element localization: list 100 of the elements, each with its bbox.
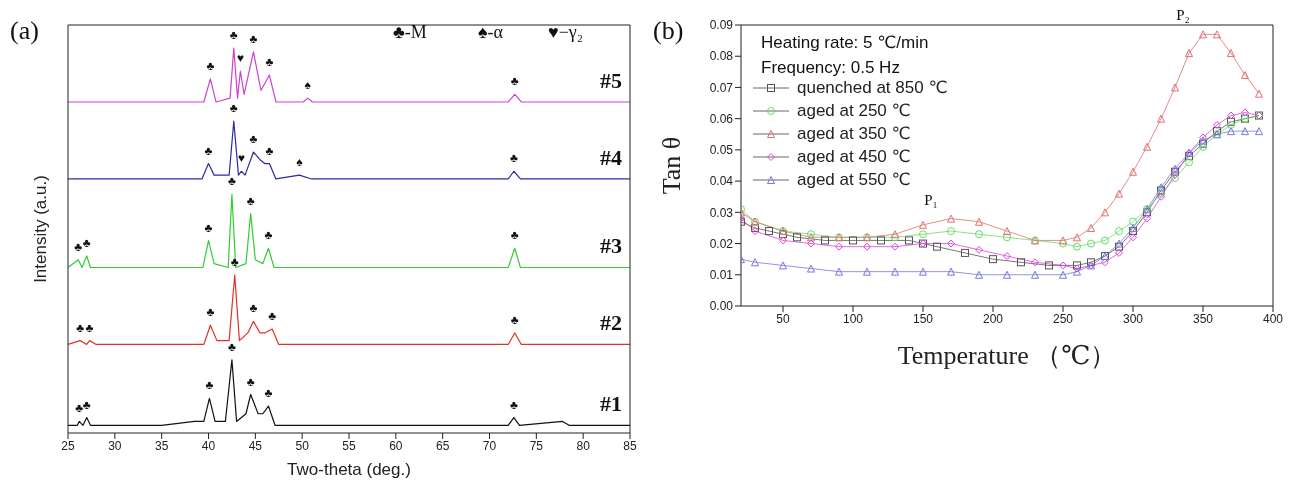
x-tick-label: 80 xyxy=(576,438,591,453)
point xyxy=(1045,261,1053,270)
y-tick-label: 0.06 xyxy=(709,111,734,126)
legend-label: aged at 350 ℃ xyxy=(797,123,911,144)
y-axis-title: Intensity (a.u.) xyxy=(31,175,51,283)
x-tick-label: 350 xyxy=(1192,311,1214,326)
annotation: ♣ xyxy=(227,339,236,354)
point xyxy=(947,214,955,223)
point xyxy=(1073,233,1081,242)
x-tick-label: 300 xyxy=(1122,311,1144,326)
point xyxy=(947,267,955,276)
point xyxy=(1003,270,1011,279)
x-axis-title: Temperature （℃） xyxy=(897,341,1117,370)
annotation: ♣ xyxy=(264,228,273,243)
point xyxy=(863,242,871,251)
text: (b) xyxy=(653,16,684,46)
x-tick-label: 65 xyxy=(435,438,450,453)
point xyxy=(1129,167,1137,176)
x-tick-label: 70 xyxy=(482,438,497,453)
point xyxy=(1017,258,1025,267)
point xyxy=(863,267,871,276)
point xyxy=(1227,111,1235,120)
text: ♣-M xyxy=(393,22,427,43)
annotation: ♣ xyxy=(204,220,213,235)
annotation: ♣ xyxy=(264,386,273,401)
point xyxy=(1129,233,1137,242)
point xyxy=(919,267,927,276)
annotation: ♣ xyxy=(204,143,213,158)
x-tick-label: 25 xyxy=(61,438,75,453)
annotation: ♥ xyxy=(236,51,244,66)
annotation: ♣ xyxy=(246,193,255,208)
point xyxy=(779,261,787,270)
point xyxy=(1171,83,1179,92)
annotation: ♣ xyxy=(206,305,215,320)
y-tick-label: 0.03 xyxy=(709,205,734,220)
point xyxy=(1031,258,1039,267)
x-tick-label: 60 xyxy=(389,438,403,453)
point xyxy=(1227,127,1235,136)
point xyxy=(919,220,927,229)
x-tick-label: 150 xyxy=(912,311,934,326)
annotation: ♣ xyxy=(268,309,277,324)
point xyxy=(905,236,913,245)
y-tick-label: 0.08 xyxy=(709,49,734,64)
point xyxy=(1143,214,1151,223)
point xyxy=(1031,270,1039,279)
point xyxy=(835,267,843,276)
legend-label: quenched at 850 ℃ xyxy=(797,77,948,98)
annotation: ♣ xyxy=(227,174,236,189)
point xyxy=(1101,236,1109,245)
y-tick-label: 0.01 xyxy=(709,268,734,283)
point xyxy=(751,223,759,232)
point xyxy=(1227,49,1235,58)
annotation: ♠ xyxy=(304,78,312,93)
series-label: #1 xyxy=(600,391,622,417)
point xyxy=(751,227,759,236)
point xyxy=(919,230,927,239)
annotation: ♣ xyxy=(249,301,258,316)
point xyxy=(751,258,759,267)
point xyxy=(1059,270,1067,279)
y-tick-label: 0.05 xyxy=(709,143,734,158)
annotation: P₂ xyxy=(1176,7,1190,24)
series-label: #5 xyxy=(600,67,622,93)
point xyxy=(1115,227,1123,236)
y-axis-title: Tan θ xyxy=(657,136,687,195)
text: (a) xyxy=(10,16,39,46)
point xyxy=(1073,242,1081,251)
point xyxy=(1129,223,1137,232)
point xyxy=(1059,261,1067,270)
point xyxy=(1087,223,1095,232)
x-tick-label: 30 xyxy=(108,438,122,453)
annotation: ♣ xyxy=(76,320,85,335)
annotation: ♣ xyxy=(510,312,519,327)
annotation: ♣ xyxy=(82,397,91,412)
point xyxy=(1003,227,1011,236)
annotation: ♣ xyxy=(509,151,518,166)
annotation: ♣ xyxy=(265,143,274,158)
annotation: ♣ xyxy=(75,401,84,416)
point xyxy=(835,242,843,251)
x-tick-label: 40 xyxy=(201,438,216,453)
point xyxy=(1255,89,1263,98)
point xyxy=(1241,70,1249,79)
point xyxy=(1101,258,1109,267)
annotation: ♣ xyxy=(509,397,518,412)
annotation: ♣ xyxy=(205,378,214,393)
series-label: #3 xyxy=(600,233,622,259)
x-tick-label: 45 xyxy=(248,438,263,453)
point xyxy=(1199,30,1207,39)
point xyxy=(779,236,787,245)
x-axis-title: Two-theta (deg.) xyxy=(287,460,411,479)
point xyxy=(793,233,801,242)
annotation: ♥ xyxy=(237,151,245,166)
annotation: ♣ xyxy=(246,374,255,389)
point xyxy=(1143,142,1151,151)
annotation: ♣ xyxy=(265,55,274,70)
annotation: P₁ xyxy=(924,191,938,208)
point xyxy=(975,217,983,226)
point xyxy=(1129,217,1137,226)
annotation: ♣ xyxy=(229,101,238,116)
point xyxy=(849,236,857,245)
annotation: ♣ xyxy=(249,132,258,147)
